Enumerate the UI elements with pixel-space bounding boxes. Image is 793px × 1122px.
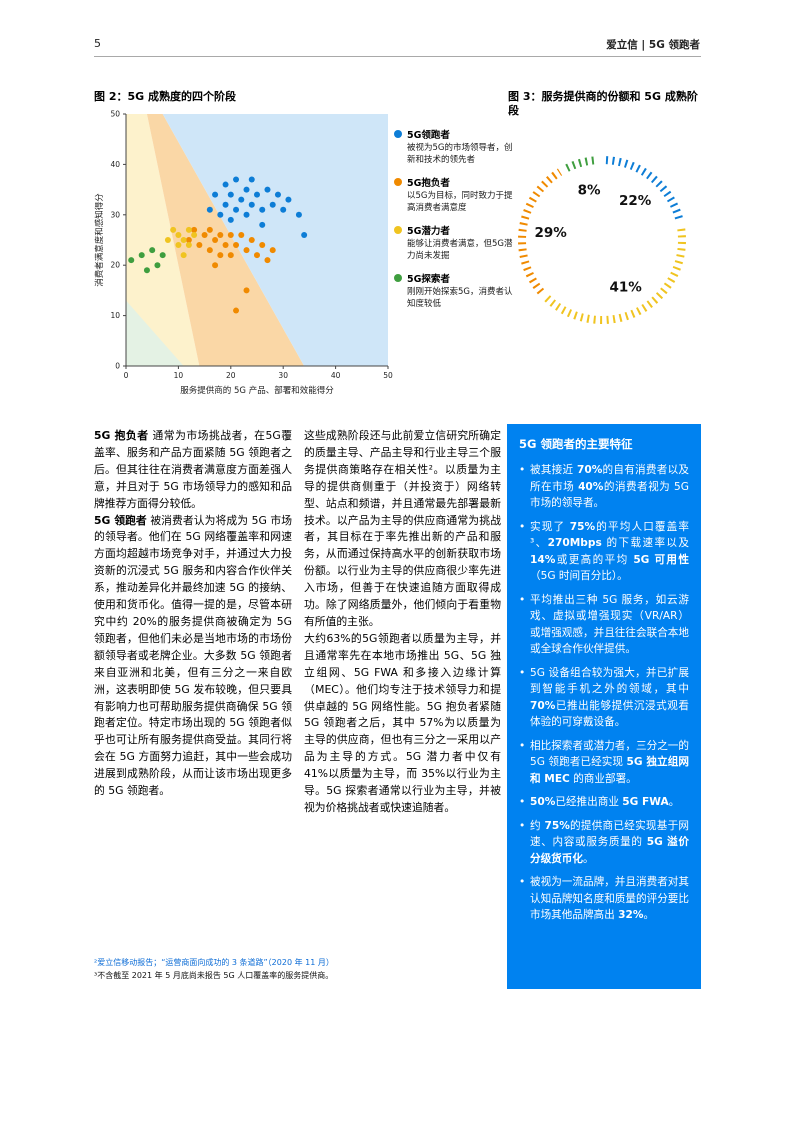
- legend-label: 5G探索者: [407, 274, 450, 285]
- legend-dot-icon: [394, 130, 402, 138]
- scatter-axes: 00 10 10 20 20 30 30 40 40 50 50 消费者满意度和感知得分服务提供商的 …: [94, 110, 393, 397]
- feature-bullet: 约 75%的提供商已经实现基于网速、内容或服务质量的 5G 溢价分级货币化。: [519, 818, 689, 868]
- legend-label: 5G抱负者: [407, 178, 450, 189]
- maturity-scatter-chart: 0 0 10 10 20 20 30 30 40 40 50 50 消费者满意度和感知得分服务提供商的 …: [90, 106, 402, 402]
- feature-bullet: 被其接近 70%的自有消费者以及所在市场 40%的消费者视为 5G 市场的领导者…: [519, 462, 689, 512]
- body-column-2: 这些成熟阶段还与此前爱立信研究所确定的质量主导、产品主导和行业主导三个服务提供商…: [304, 428, 501, 817]
- footnotes: ²爱立信移动报告；“运营商面向成功的 3 条道路”（2020 年 11 月） ³…: [94, 956, 514, 982]
- header-brand: 爱立信 | 5G 领跑者: [606, 39, 700, 51]
- figure2-title: 图 2：5G 成熟度的四个阶段: [94, 90, 236, 103]
- feature-bullet: 相比探索者或潜力者，三分之一的 5G 领跑者已经实现 5G 独立组网和 MEC …: [519, 738, 689, 788]
- feature-bullet: 50%已经推出商业 5G FWA。: [519, 794, 689, 811]
- body-column-1: 5G 抱负者 通常为市场挑战者，在5G覆盖率、服务和产品方面紧随 5G 领跑者之…: [94, 428, 292, 800]
- body-paragraph: 5G 抱负者 通常为市场挑战者，在5G覆盖率、服务和产品方面紧随 5G 领跑者之…: [94, 429, 293, 510]
- donut-slice: [565, 156, 599, 172]
- legend-item-2: 5G抱负者以5G为目标，同时致力于提高消费者满意度: [394, 175, 514, 214]
- donut-slice-label: 41%: [609, 279, 642, 295]
- features-box-title: 5G 领跑者的主要特征: [519, 437, 633, 451]
- figure2-legend: 5G领跑者被视为5G的市场领导者，创新和技术的领先者 5G抱负者以5G为目标，同时…: [394, 127, 514, 319]
- footnote-3: ³不含截至 2021 年 5 月底尚未报告 5G 人口覆盖率的服务提供商。: [94, 971, 334, 980]
- scatter-points: [128, 176, 308, 314]
- feature-bullet: 被视为一流品牌，并且消费者对其认知品牌知名度和质量的评分要比市场其他品牌高出 3…: [519, 874, 689, 924]
- feature-bullet: 平均推出三种 5G 服务，如云游戏、虚拟或增强现实（VR/AR）或增强观感，并且…: [519, 592, 689, 658]
- body-paragraph: 5G 领跑者 被消费者认为将成为 5G 市场的领导者。他们在 5G 网络覆盖率和…: [94, 513, 293, 798]
- scatter-regions: [126, 114, 388, 366]
- svg-text:40: 40: [110, 160, 120, 169]
- donut-svg: 22% 41% 29% 8%: [518, 156, 686, 324]
- feature-bullet: 5G 设备组合较为强大，并已扩展到智能手机之外的领域，其中 70%已推出能够提供…: [519, 665, 689, 731]
- legend-description: 刚刚开始探索5G，消费者认知度较低: [407, 287, 513, 309]
- page-number: 5: [94, 37, 101, 50]
- svg-text:50: 50: [383, 371, 393, 380]
- legend-description: 能够让消费者满意，但5G潜力尚未发掘: [407, 239, 513, 261]
- body-paragraph: 大约63%的5G领跑者以质量为主导，并且通常率先在本地市场推出 5G、5G 独立…: [304, 631, 501, 814]
- legend-item-1: 5G领跑者被视为5G的市场领导者，创新和技术的领先者: [394, 127, 514, 166]
- scatter-svg: 00 10 10 20 20 30 30 40 40 50 50 消费者满意度和感知得分服务提供商的 …: [94, 110, 393, 397]
- header-divider: [94, 56, 701, 57]
- legend-dot-icon: [394, 226, 402, 234]
- svg-text:消费者满意度和感知得分: 消费者满意度和感知得分: [94, 193, 105, 287]
- legend-dot-icon: [394, 274, 402, 282]
- legend-label: 5G潜力者: [407, 226, 450, 237]
- frontrunner-features-box: 5G 领跑者的主要特征 被其接近 70%的自有消费者以及所在市场 40%的消费者…: [507, 424, 701, 989]
- footnote-2-link[interactable]: ²爱立信移动报告；“运营商面向成功的 3 条道路”（2020 年 11 月）: [94, 958, 334, 967]
- svg-text:50: 50: [110, 110, 120, 119]
- donut-slice-label: 8%: [578, 183, 601, 199]
- feature-bullet: 实现了 75%的平均人口覆盖率³、270Mbps 的下载速率以及 14%或更高的…: [519, 519, 689, 585]
- share-donut-chart: 22% 41% 29% 8%: [505, 140, 700, 340]
- legend-dot-icon: [394, 178, 402, 186]
- body-paragraph: 这些成熟阶段还与此前爱立信研究所确定的质量主导、产品主导和行业主导三个服务提供商…: [304, 429, 501, 628]
- svg-text:20: 20: [226, 371, 236, 380]
- donut-slice-label: 29%: [534, 225, 567, 241]
- legend-item-3: 5G潜力者能够让消费者满意，但5G潜力尚未发掘: [394, 223, 514, 262]
- svg-text:服务提供商的 5G 产品、部署和效能得分: 服务提供商的 5G 产品、部署和效能得分: [180, 385, 334, 396]
- donut-slice-label: 22%: [619, 193, 652, 209]
- svg-text:40: 40: [331, 371, 341, 380]
- figure3-title: 图 3：服务提供商的份额和 5G 成熟阶段: [508, 90, 698, 117]
- svg-text:20: 20: [110, 261, 120, 270]
- svg-text:10: 10: [110, 311, 120, 320]
- legend-label: 5G领跑者: [407, 130, 450, 141]
- legend-item-4: 5G探索者刚刚开始探索5G，消费者认知度较低: [394, 271, 514, 310]
- svg-text:10: 10: [174, 371, 184, 380]
- donut-slice: [543, 228, 686, 324]
- features-list: 被其接近 70%的自有消费者以及所在市场 40%的消费者视为 5G 市场的领导者…: [519, 462, 689, 924]
- svg-text:30: 30: [110, 210, 120, 219]
- legend-description: 以5G为目标，同时致力于提高消费者满意度: [407, 191, 513, 213]
- donut-slice: [605, 156, 684, 223]
- svg-text:0: 0: [115, 362, 120, 371]
- legend-description: 被视为5G的市场领导者，创新和技术的领先者: [407, 143, 513, 165]
- svg-text:30: 30: [278, 371, 288, 380]
- svg-text:0: 0: [124, 371, 129, 380]
